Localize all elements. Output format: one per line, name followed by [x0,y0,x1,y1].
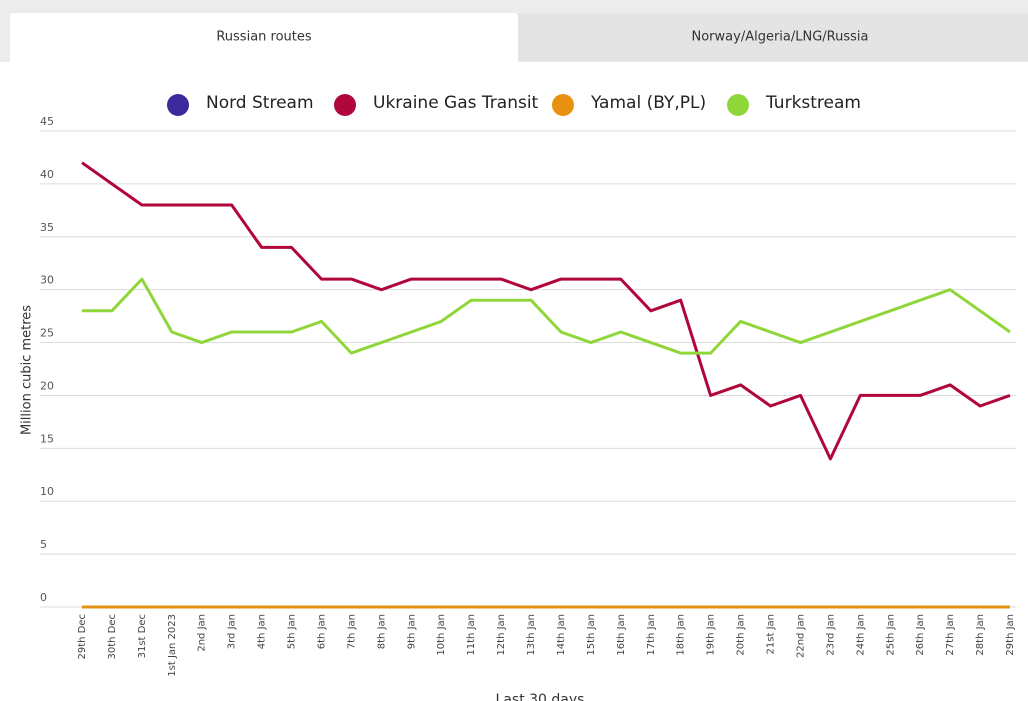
x-tick-label: 19th Jan [706,614,717,656]
tab-label[interactable]: Russian routes [216,30,312,45]
tab-label[interactable]: Norway/Algeria/LNG/Russia [692,30,869,45]
tab-inactive[interactable] [518,13,1028,61]
x-tick-label: 20th Jan [736,614,747,656]
y-tick-label: 15 [40,432,54,445]
x-tick-label: 14th Jan [556,614,567,656]
legend-label: Nord Stream [206,93,314,113]
x-tick-label: 2nd Jan [197,614,208,652]
x-tick-label: 12th Jan [496,614,507,656]
y-tick-label: 25 [40,327,54,340]
x-tick-label: 21st Jan [766,614,777,654]
x-tick-label: 10th Jan [436,614,447,656]
series-line [82,277,1011,355]
legend-marker [727,94,749,116]
x-tick-label: 29th Dec [77,614,88,660]
x-tick-label: 16th Jan [616,614,627,656]
x-tick-label: 28th Jan [975,614,986,656]
x-tick-label: 7th Jan [346,614,357,649]
x-tick-label: 15th Jan [586,614,597,656]
x-tick-label: 5th Jan [287,614,298,649]
legend-marker [552,94,574,116]
y-tick-label: 40 [40,168,54,181]
x-tick-label: 3rd Jan [227,614,238,649]
x-tick-label: 27th Jan [945,614,956,656]
y-tick-label: 30 [40,274,54,287]
y-tick-label: 45 [40,115,54,128]
x-tick-label: 31st Dec [137,614,148,658]
legend-label: Turkstream [765,93,861,113]
legend-label: Yamal (BY,PL) [590,93,706,113]
series-line [81,161,1011,461]
y-tick-label: 10 [40,485,54,498]
x-tick-label: 26th Jan [915,614,926,656]
x-tick-label: 6th Jan [316,614,327,649]
y-axis-label: Million cubic metres [20,305,35,435]
y-tick-label: 35 [40,221,54,234]
x-tick-label: 25th Jan [885,614,896,656]
x-axis-label: Last 30 days [496,692,585,701]
x-tick-label: 1st Jan 2023 [167,614,178,677]
x-tick-label: 4th Jan [257,614,268,649]
legend-label: Ukraine Gas Transit [373,93,539,113]
x-tick-label: 9th Jan [406,614,417,649]
x-tick-label: 11th Jan [466,614,477,656]
legend-marker [334,94,356,116]
x-tick-label: 18th Jan [676,614,687,656]
x-tick-label: 22nd Jan [795,614,806,658]
x-tick-label: 8th Jan [376,614,387,649]
tab-active[interactable] [10,13,518,63]
y-tick-label: 0 [40,591,47,604]
y-tick-label: 5 [40,538,47,551]
x-tick-label: 13th Jan [526,614,537,656]
x-tick-label: 17th Jan [646,614,657,656]
y-tick-label: 20 [40,379,54,392]
x-tick-label: 24th Jan [855,614,866,656]
legend-marker [167,94,189,116]
x-tick-label: 30th Dec [107,614,118,660]
x-tick-label: 23rd Jan [825,614,836,656]
x-tick-label: 29th Jan [1005,614,1016,656]
